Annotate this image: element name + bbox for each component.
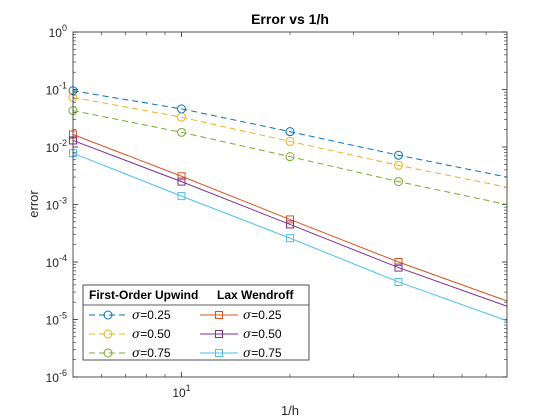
legend-marker-circle	[103, 310, 113, 320]
series-line	[72, 110, 508, 205]
x-axis-title: 1/h	[281, 403, 299, 418]
data-point-square	[177, 177, 186, 186]
legend: First-Order Upwind Lax Wendroff σ=0.25σ=…	[82, 284, 310, 361]
legend-entry: σ=0.75	[89, 346, 171, 360]
data-point-square	[394, 263, 403, 272]
y-tick-label: 10-4	[46, 253, 67, 270]
legend-header-lax-wendroff: Lax Wendroff	[217, 288, 294, 302]
chart-title: Error vs 1/h	[251, 11, 329, 27]
y-tick-label: 10-6	[46, 368, 67, 385]
series-line	[72, 134, 508, 302]
legend-label: σ=0.75	[132, 346, 171, 360]
axis-ticks: 100 10-1 10-2 10-3 10-4 10-5 10-6 101	[46, 23, 507, 400]
y-tick-label: 10-2	[46, 138, 67, 155]
plot-frame	[72, 31, 508, 378]
legend-entry: σ=0.25	[200, 308, 282, 322]
series-line	[72, 139, 508, 307]
legend-entry: σ=0.50	[200, 327, 282, 341]
data-point-circle	[285, 136, 295, 146]
data-point-square	[286, 220, 294, 229]
y-axis-title: error	[26, 190, 41, 218]
legend-box	[82, 284, 310, 361]
legend-label: σ=0.25	[132, 308, 171, 322]
data-point-circle	[394, 150, 403, 160]
data-point-square	[177, 172, 186, 181]
data-point-square	[177, 192, 186, 201]
legend-label: σ=0.50	[132, 327, 171, 341]
series-6	[69, 149, 508, 322]
legend-header-upwind: First-Order Upwind	[89, 288, 198, 302]
legend-label: σ=0.75	[243, 346, 282, 360]
data-point-square	[286, 215, 294, 224]
y-tick-label: 100	[49, 23, 67, 40]
data-point-square	[394, 277, 403, 286]
legend-marker-square	[215, 349, 223, 357]
legend-entry: σ=0.25	[89, 308, 171, 322]
legend-label: σ=0.50	[243, 327, 282, 341]
legend-entry: σ=0.75	[200, 346, 282, 360]
y-tick-label: 10-5	[46, 311, 67, 328]
data-point-circle	[285, 152, 295, 162]
legend-label: σ=0.25	[243, 308, 282, 322]
y-tick-label: 10-1	[46, 81, 67, 98]
series-line	[72, 152, 508, 322]
data-point-circle	[285, 127, 295, 137]
legend-marker-circle	[103, 329, 113, 339]
legend-marker-square	[215, 330, 223, 338]
data-point-square	[394, 258, 403, 266]
data-point-square	[286, 234, 294, 243]
series-line	[72, 96, 508, 188]
data-point-circle	[394, 160, 403, 170]
legend-marker-circle	[103, 348, 113, 358]
x-tick-label: 101	[172, 383, 190, 400]
data-point-circle	[177, 127, 186, 137]
series-5	[69, 136, 508, 307]
data-point-circle	[394, 177, 403, 187]
y-tick-label: 10-3	[46, 196, 67, 213]
legend-entries: σ=0.25 σ=0.50 σ=0.75 σ=0.25 σ=0.50 σ=0.75	[89, 308, 282, 360]
series-line	[72, 90, 508, 178]
series-layer	[68, 86, 508, 322]
data-point-circle	[177, 112, 186, 122]
legend-marker-square	[215, 311, 223, 319]
legend-entry: σ=0.50	[89, 327, 171, 341]
